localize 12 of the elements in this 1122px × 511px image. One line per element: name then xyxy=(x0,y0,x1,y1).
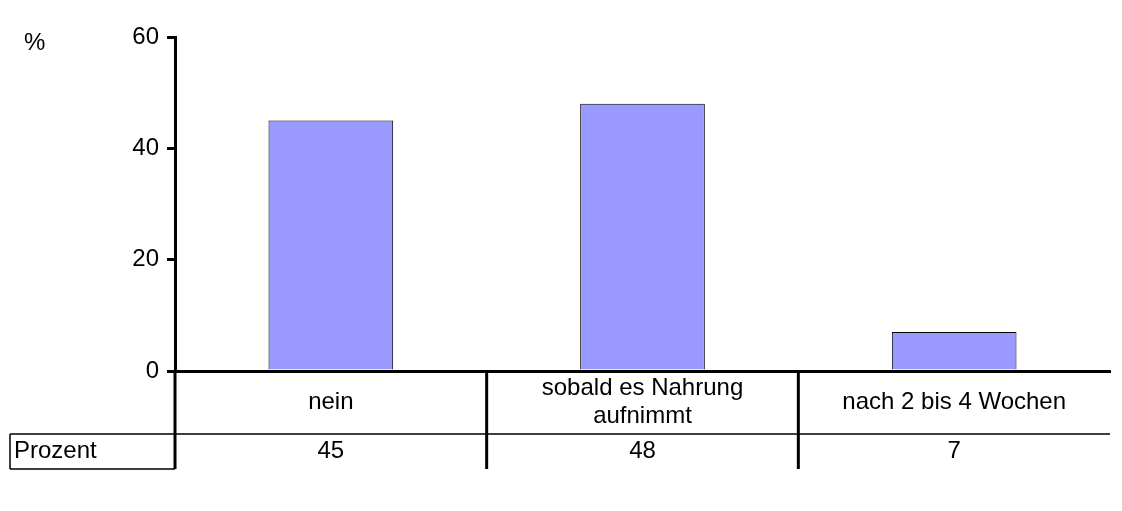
y-tick-label: 40 xyxy=(132,132,159,160)
x-tick-label: sobald es Nahrung aufnimmt xyxy=(541,373,744,429)
x-tick-label: nein xyxy=(308,387,354,415)
x-tick-label: nach 2 bis 4 Wochen xyxy=(842,387,1067,415)
y-axis-title: % xyxy=(24,27,46,55)
y-tick-label: 0 xyxy=(145,355,159,383)
y-tick-label: 60 xyxy=(132,21,159,49)
data-label: 7 xyxy=(947,436,961,464)
text: Prozent xyxy=(14,436,98,464)
data-label: 48 xyxy=(629,436,656,464)
y-tick-label: 20 xyxy=(132,244,159,272)
data-label: 45 xyxy=(317,436,345,464)
